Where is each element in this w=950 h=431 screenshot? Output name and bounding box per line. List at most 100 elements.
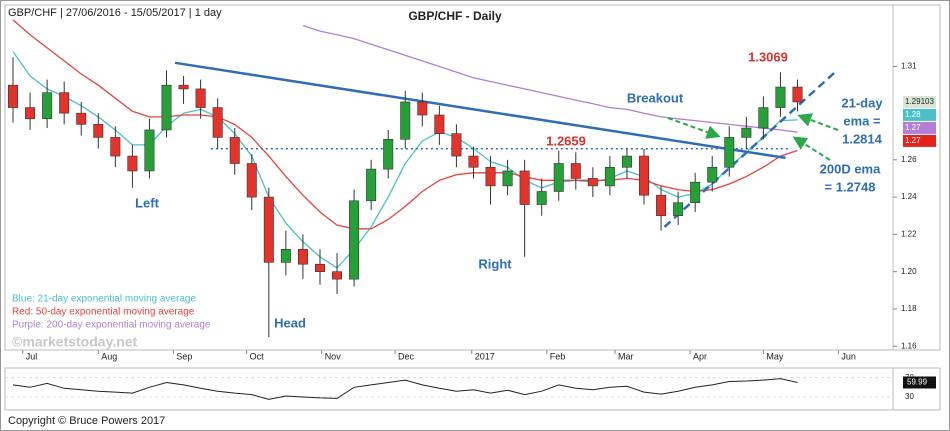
candle-body (59, 92, 70, 114)
candle-body (741, 127, 752, 138)
candle-body (8, 84, 19, 108)
header: GBP/CHF | 27/06/2016 - 15/05/2017 | 1 da… (8, 7, 222, 19)
annotation: Head (274, 315, 306, 330)
candle-body (724, 137, 735, 168)
candle-body (144, 129, 155, 172)
candle-body (468, 155, 479, 168)
price-badge (903, 121, 936, 134)
candle-body (707, 166, 718, 183)
annotation: 1.2659 (546, 133, 586, 148)
x-tick-label: Feb (550, 351, 566, 361)
annotation: Right (478, 256, 512, 271)
candle-body (604, 166, 615, 187)
x-tick-label: Jul (26, 351, 38, 361)
copyright: Copyright © Bruce Powers 2017 (8, 415, 165, 427)
price-badge (903, 95, 936, 108)
ema-line (12, 19, 798, 230)
candle-body (332, 271, 343, 280)
candle-body (536, 191, 547, 205)
y-tick-label: 1.22 (901, 229, 917, 238)
annotation: Breakout (627, 90, 684, 105)
watermark: ©marketstoday.net (12, 334, 138, 350)
candle-body (178, 84, 189, 90)
legend-entry: Blue: 21-day exponential moving average (12, 294, 196, 305)
candle-body (110, 137, 121, 157)
candle-body (570, 163, 581, 179)
rsi-panel (4, 367, 941, 411)
y-tick-label: 1.20 (901, 267, 917, 276)
x-tick-label: Apr (693, 351, 707, 361)
y-tick-label: 1.24 (901, 192, 917, 201)
x-tick-label: Nov (325, 351, 342, 361)
candle-body (758, 107, 769, 129)
candle-body (383, 138, 394, 170)
rsi-line (12, 378, 798, 400)
candle-body (502, 170, 513, 187)
candle-body (195, 88, 206, 108)
x-tick-label: Aug (101, 351, 117, 361)
annotation: Left (135, 195, 160, 210)
y-tick-label: 1.18 (901, 304, 917, 313)
candle-body (673, 202, 684, 217)
candle-body (792, 86, 803, 103)
candle-body (349, 200, 360, 280)
candle-body (587, 178, 598, 187)
candle-body (76, 112, 87, 125)
ema-line (12, 51, 798, 269)
candle-body (246, 163, 257, 198)
candle-body (434, 114, 445, 134)
candle-body (656, 194, 667, 217)
chart-title: GBP/CHF - Daily (408, 9, 502, 23)
candle-body (212, 107, 223, 138)
ema-line (302, 24, 798, 133)
price-badge-label: 1.27 (905, 123, 921, 132)
candle-body (451, 133, 462, 157)
arrow (797, 113, 839, 131)
candle-body (690, 181, 701, 203)
arrow (667, 117, 721, 139)
arrow (792, 136, 831, 161)
candle-body (314, 263, 325, 272)
value-badge-label: 59.99 (907, 378, 928, 387)
x-tick-label: Jun (841, 351, 856, 361)
annotation: 200D ema (820, 161, 881, 176)
annotation: = 1.2748 (825, 179, 876, 194)
y-tick-label: 30 (905, 392, 914, 401)
candle-body (775, 86, 786, 108)
price-badge (903, 108, 936, 121)
candle-body (417, 101, 428, 116)
candle-body (263, 196, 274, 263)
candle-body (93, 124, 104, 138)
value-badge (903, 376, 936, 389)
legend-entry: Red: 50-day exponential moving average (12, 307, 195, 318)
candle-body (229, 137, 240, 164)
candle-body (127, 155, 138, 172)
main-panel (4, 4, 941, 351)
price-badge-label: 1.27 (905, 136, 921, 145)
candle-body (639, 155, 650, 196)
y-tick-label: 1.26 (901, 155, 917, 164)
candle-body (42, 92, 53, 120)
annotation: 21-day (841, 95, 883, 110)
candle-body (485, 166, 496, 187)
annotation: 1.2814 (842, 131, 883, 146)
candle-body (621, 155, 632, 168)
plot-area: 1.16 1.18 1.20 1.22 1.24 1.26 1.31 Jul Aug Sep Oct… (5, 19, 936, 401)
trend-line (174, 61, 786, 160)
candle-body (297, 248, 308, 265)
candle-body (161, 84, 172, 131)
candle-body (280, 248, 291, 263)
candle-body (400, 101, 411, 140)
candle-body (25, 107, 36, 120)
x-tick-label: Oct (250, 351, 265, 361)
annotation: ema = (843, 113, 881, 128)
x-tick-label: Sep (176, 351, 192, 361)
x-tick-label: Mar (618, 351, 634, 361)
x-tick-label: May (766, 351, 784, 361)
candle-body (366, 168, 377, 202)
annotation: 1.3069 (748, 49, 788, 64)
y-tick-label: 1.16 (901, 341, 917, 350)
candle-body (553, 163, 564, 192)
